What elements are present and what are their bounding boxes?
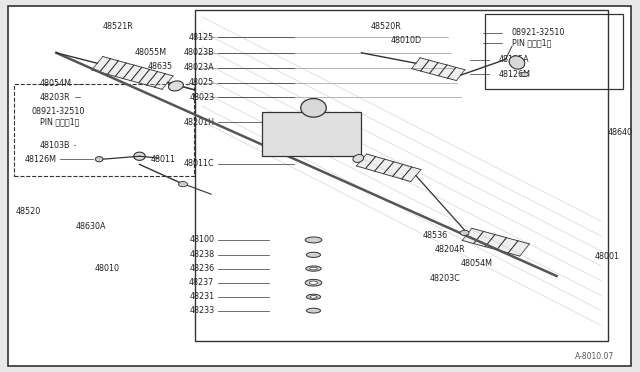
- Polygon shape: [100, 59, 118, 74]
- Polygon shape: [462, 228, 483, 244]
- Text: 48023B: 48023B: [184, 48, 214, 57]
- Ellipse shape: [179, 182, 188, 187]
- Ellipse shape: [460, 230, 469, 235]
- Text: PIN ピン（1）: PIN ピン（1）: [40, 118, 79, 126]
- Polygon shape: [139, 70, 157, 85]
- Text: 48630A: 48630A: [76, 222, 106, 231]
- Ellipse shape: [353, 154, 364, 163]
- Text: 48126M: 48126M: [499, 70, 531, 79]
- Text: 48011C: 48011C: [184, 159, 214, 168]
- Polygon shape: [497, 238, 518, 253]
- Polygon shape: [412, 58, 429, 71]
- Text: 48001: 48001: [595, 252, 620, 261]
- Ellipse shape: [307, 252, 321, 257]
- Polygon shape: [108, 61, 126, 76]
- Ellipse shape: [521, 72, 529, 77]
- Ellipse shape: [134, 152, 145, 160]
- Polygon shape: [123, 65, 142, 81]
- Text: 48635: 48635: [147, 62, 172, 71]
- Polygon shape: [147, 71, 165, 87]
- Text: 48640: 48640: [608, 128, 633, 137]
- Polygon shape: [447, 67, 465, 81]
- Polygon shape: [92, 57, 111, 72]
- Text: 48010: 48010: [95, 264, 120, 273]
- Polygon shape: [374, 159, 394, 174]
- Text: PIN ピン（1）: PIN ピン（1）: [512, 38, 551, 47]
- Polygon shape: [474, 231, 495, 247]
- Text: 08921-32510: 08921-32510: [32, 107, 85, 116]
- Polygon shape: [420, 60, 438, 73]
- Polygon shape: [131, 67, 150, 83]
- Polygon shape: [402, 167, 421, 182]
- Text: 48054M: 48054M: [40, 79, 72, 88]
- Text: 48100: 48100: [189, 235, 214, 244]
- Ellipse shape: [310, 295, 317, 298]
- Ellipse shape: [310, 267, 317, 270]
- Ellipse shape: [168, 81, 184, 91]
- FancyBboxPatch shape: [8, 6, 632, 366]
- Text: 48055M: 48055M: [134, 48, 166, 57]
- Polygon shape: [383, 162, 403, 176]
- Text: 48125: 48125: [189, 33, 214, 42]
- Text: 48204R: 48204R: [435, 246, 466, 254]
- Text: 48231: 48231: [189, 292, 214, 301]
- Text: A-8010.07: A-8010.07: [575, 352, 614, 361]
- Text: 48103B: 48103B: [40, 141, 70, 150]
- Polygon shape: [438, 65, 456, 78]
- Text: 48135A: 48135A: [499, 55, 530, 64]
- Polygon shape: [356, 154, 376, 169]
- Ellipse shape: [301, 99, 326, 117]
- Polygon shape: [393, 164, 412, 179]
- Text: 48237: 48237: [189, 278, 214, 287]
- Text: 48233: 48233: [189, 306, 214, 315]
- Ellipse shape: [309, 281, 317, 285]
- Text: 48011: 48011: [150, 155, 175, 164]
- Ellipse shape: [305, 237, 322, 243]
- Ellipse shape: [306, 266, 321, 271]
- Ellipse shape: [307, 294, 321, 299]
- Text: 48025: 48025: [189, 78, 214, 87]
- Text: 48126M: 48126M: [24, 155, 56, 164]
- Text: 48520R: 48520R: [371, 22, 402, 31]
- FancyBboxPatch shape: [262, 112, 362, 156]
- Text: 48054M: 48054M: [461, 259, 493, 268]
- Polygon shape: [429, 62, 447, 76]
- Text: 48203C: 48203C: [430, 274, 461, 283]
- Polygon shape: [115, 63, 134, 78]
- Text: 48203R: 48203R: [40, 93, 70, 102]
- Text: 48236: 48236: [189, 264, 214, 273]
- Text: 48536: 48536: [422, 231, 447, 240]
- Text: 48201H: 48201H: [183, 118, 214, 126]
- Ellipse shape: [305, 279, 322, 286]
- Polygon shape: [508, 241, 529, 256]
- Text: 48521R: 48521R: [102, 22, 133, 31]
- Text: 48520: 48520: [16, 207, 41, 216]
- Polygon shape: [485, 234, 506, 250]
- Text: 08921-32510: 08921-32510: [512, 28, 565, 37]
- Ellipse shape: [509, 56, 525, 69]
- Text: 48238: 48238: [189, 250, 214, 259]
- Text: 48023: 48023: [189, 93, 214, 102]
- Polygon shape: [154, 74, 173, 89]
- Ellipse shape: [95, 157, 103, 162]
- Text: 48010D: 48010D: [390, 36, 421, 45]
- Polygon shape: [365, 157, 385, 171]
- Text: 48023A: 48023A: [184, 63, 214, 72]
- Ellipse shape: [307, 308, 321, 313]
